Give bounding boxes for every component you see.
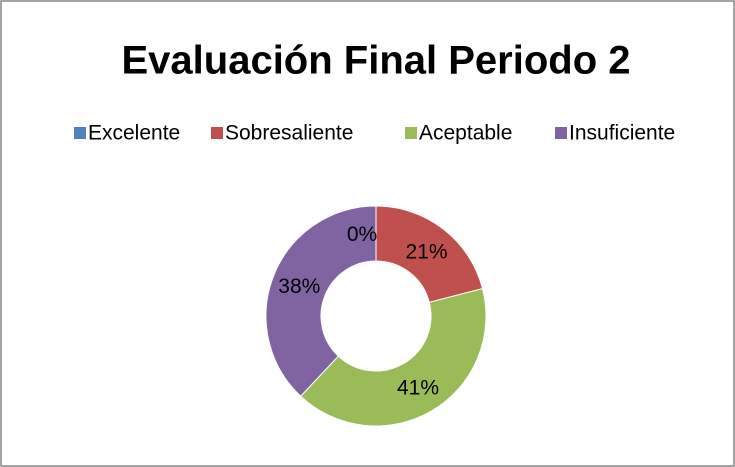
legend-label: Excelente [88,122,180,145]
legend-swatch [74,127,86,139]
chart-title: Evaluación Final Periodo 2 [121,39,630,83]
legend-label: Aceptable [419,122,512,145]
data-label: 38% [278,275,320,298]
legend-swatch [405,127,417,139]
legend-label: Sobresaliente [225,122,353,145]
donut-slice [265,205,377,397]
donut-slice [299,288,487,427]
data-label: 0% [347,223,377,246]
legend-label: Insuficiente [569,122,675,145]
legend-swatch [555,127,567,139]
donut-slice [375,205,484,303]
data-label: 21% [406,240,448,263]
data-label: 41% [397,377,439,400]
legend-swatch [211,127,223,139]
